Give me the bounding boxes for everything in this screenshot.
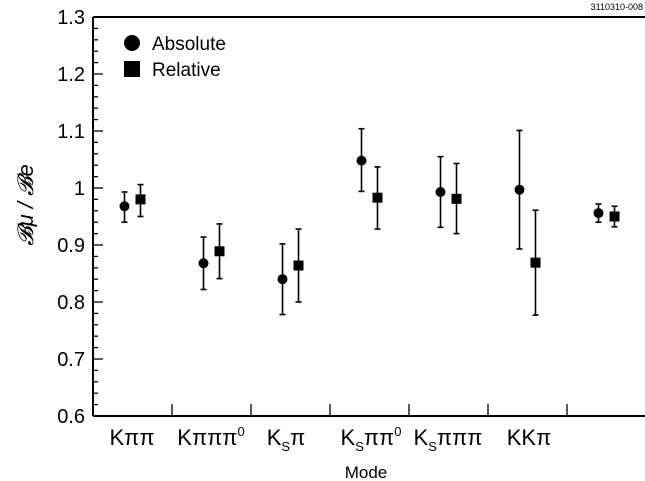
x-tick-label: Kπππ0 xyxy=(177,424,244,450)
data-point-absolute xyxy=(119,201,130,212)
x-tick-label: KSπππ xyxy=(414,425,483,454)
figure-tag: 3110310-008 xyxy=(590,2,643,12)
data-point-absolute xyxy=(277,274,288,285)
y-tick-label: 0.7 xyxy=(57,349,85,371)
legend-marker-relative xyxy=(124,61,140,77)
data-point-absolute xyxy=(356,155,367,166)
y-tick-label: 1.2 xyxy=(57,64,85,86)
data-point-relative xyxy=(135,194,146,205)
data-point-absolute xyxy=(514,184,525,195)
y-tick-label: 0.6 xyxy=(57,406,85,428)
data-point-absolute xyxy=(435,186,446,197)
y-tick-label: 0.9 xyxy=(57,235,85,257)
y-tick-label: 1.1 xyxy=(57,121,85,143)
data-point-relative xyxy=(214,246,225,257)
legend-label-relative: Relative xyxy=(152,60,221,81)
x-tick-label: KSπ xyxy=(267,425,306,454)
legend-marker-absolute xyxy=(124,35,140,51)
x-axis-label: Mode xyxy=(345,463,388,481)
y-tick-label: 0.8 xyxy=(57,292,85,314)
y-tick-label: 1 xyxy=(74,178,85,200)
x-tick-label: Kππ xyxy=(109,425,154,450)
x-tick-label: KSππ0 xyxy=(341,424,402,454)
data-point-relative xyxy=(372,192,383,203)
data-point-absolute xyxy=(593,208,604,219)
legend-label-absolute: Absolute xyxy=(152,34,226,55)
data-point-relative xyxy=(293,260,304,271)
y-tick-label: 1.3 xyxy=(57,7,85,29)
data-point-relative xyxy=(609,211,620,222)
x-tick-label: KKπ xyxy=(507,425,552,450)
y-axis-label: 𝓑μ / 𝓑e xyxy=(13,164,38,245)
data-point-relative xyxy=(530,257,541,268)
data-point-absolute xyxy=(198,258,209,269)
data-point-relative xyxy=(451,193,462,204)
